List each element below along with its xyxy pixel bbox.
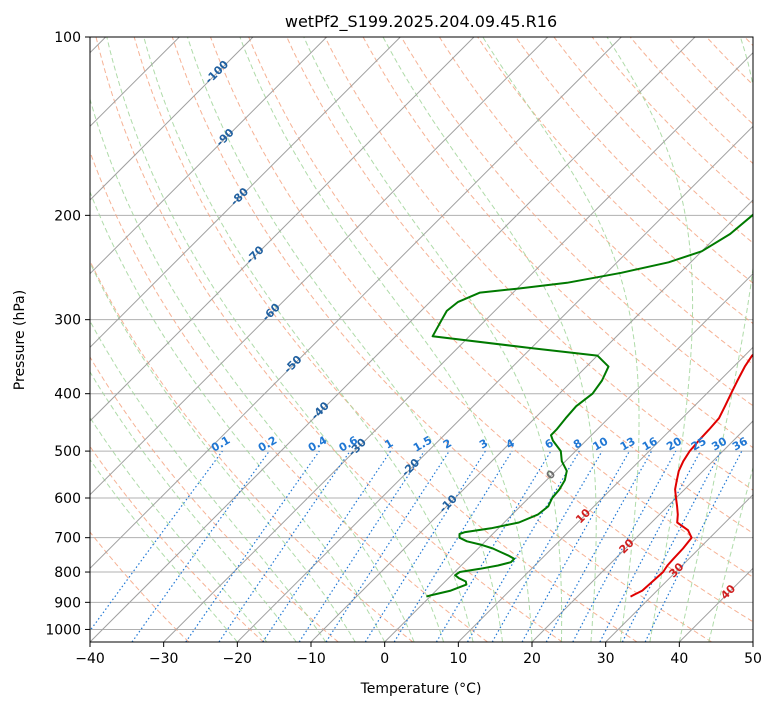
mixing-ratio-line bbox=[393, 450, 513, 642]
moist-adiabat-line bbox=[239, 37, 533, 642]
mixing-ratio-line bbox=[185, 450, 320, 642]
dry-adiabat-line bbox=[248, 37, 753, 578]
isotherm-line bbox=[605, 493, 753, 642]
isotherm-line bbox=[90, 37, 549, 496]
y-tick-label: 100 bbox=[54, 30, 81, 46]
moist-adiabat-line bbox=[606, 37, 694, 642]
y-axis-label: Pressure (hPa) bbox=[12, 290, 28, 390]
x-tick-label: −30 bbox=[149, 651, 179, 667]
dry-adiabat-line bbox=[90, 531, 190, 642]
mixing-ratio-line bbox=[262, 450, 392, 642]
x-tick-label: 0 bbox=[380, 651, 389, 667]
dry-adiabat-line bbox=[324, 37, 753, 491]
x-tick-label: −10 bbox=[296, 651, 326, 667]
chart-title: wetPf2_S199.2025.204.09.45.R16 bbox=[285, 12, 557, 32]
moist-adiabat-line bbox=[482, 37, 640, 642]
mixing-ratio-lines bbox=[90, 450, 743, 642]
x-tick-label: −20 bbox=[223, 651, 253, 667]
moist-adiabat-line bbox=[90, 458, 238, 642]
isotherm-gridlines bbox=[90, 37, 753, 642]
y-tick-label: 600 bbox=[54, 491, 81, 507]
dry-adiabat-line bbox=[171, 37, 712, 642]
mixing-ratio-line bbox=[545, 450, 653, 642]
temperature-profile-line bbox=[630, 353, 753, 598]
y-tick-label: 800 bbox=[54, 565, 81, 581]
isotherm-line bbox=[531, 420, 753, 642]
mixing-ratio-line bbox=[131, 450, 270, 642]
mixing-ratio-line bbox=[521, 450, 631, 642]
dewpoint-profile-line bbox=[426, 213, 753, 598]
x-tick-label: 40 bbox=[670, 651, 688, 667]
isobar-gridlines bbox=[90, 37, 753, 630]
y-tick-label: 300 bbox=[54, 313, 81, 329]
moist-adiabat-line bbox=[303, 37, 563, 642]
mixing-ratio-line bbox=[298, 450, 425, 642]
y-axis-ticks: 100 200 300 400 500 600 700 800 900 1000 bbox=[45, 30, 90, 638]
isotherm-line bbox=[457, 346, 753, 642]
mixing-ratio-line bbox=[325, 450, 450, 642]
isotherm-line bbox=[90, 37, 696, 642]
moist-adiabat-line bbox=[187, 37, 503, 642]
x-tick-label: −40 bbox=[75, 651, 105, 667]
x-tick-label: 30 bbox=[597, 651, 615, 667]
isotherm-line bbox=[236, 125, 753, 642]
y-tick-label: 400 bbox=[54, 387, 81, 403]
dry-adiabat-line bbox=[90, 150, 488, 642]
moist-adiabat-line bbox=[106, 37, 445, 642]
y-tick-label: 200 bbox=[54, 208, 81, 224]
y-tick-label: 1000 bbox=[45, 622, 81, 638]
isotherm-line bbox=[90, 37, 401, 349]
dry-adiabat-line bbox=[400, 37, 753, 407]
isotherm-line bbox=[90, 37, 328, 275]
dry-adiabat-line bbox=[438, 37, 753, 366]
mixing-ratio-line bbox=[90, 450, 223, 632]
mixing-ratio-line bbox=[218, 450, 351, 642]
dry-adiabat-line bbox=[90, 445, 264, 642]
moist-adiabat-line bbox=[708, 465, 753, 642]
y-tick-label: 500 bbox=[54, 444, 81, 460]
isotherm-line bbox=[90, 37, 622, 570]
mixing-ratio-line bbox=[644, 450, 743, 642]
moist-adiabat-line bbox=[90, 261, 356, 642]
mixing-ratio-line bbox=[572, 450, 677, 642]
isotherm-line bbox=[90, 37, 254, 201]
moist-adiabats bbox=[90, 37, 753, 642]
plot-area: 0.1 0.2 0.4 0.6 1 1.5 2 3 4 6 8 10 13 16 20 25 30 36-100-… bbox=[90, 37, 753, 642]
sounding-series bbox=[426, 213, 753, 598]
x-tick-label: 50 bbox=[744, 651, 762, 667]
isotherm-line bbox=[310, 199, 753, 642]
plot-frame bbox=[89, 36, 754, 643]
x-tick-label: 10 bbox=[449, 651, 467, 667]
dry-adiabat-line bbox=[90, 356, 339, 642]
x-axis-label: Temperature (°C) bbox=[360, 681, 482, 697]
moist-adiabat-line bbox=[90, 190, 386, 642]
isotherm-line bbox=[384, 272, 753, 642]
moist-adiabat-line bbox=[90, 320, 327, 642]
moist-adiabat-line bbox=[143, 37, 474, 642]
dry-adiabat-line bbox=[133, 37, 638, 642]
y-tick-label: 700 bbox=[54, 531, 81, 547]
moist-adiabat-line bbox=[382, 37, 597, 642]
x-tick-label: 20 bbox=[523, 651, 541, 667]
dry-adiabat-line bbox=[95, 37, 563, 642]
y-tick-label: 900 bbox=[54, 595, 81, 611]
isotherm-line bbox=[90, 37, 475, 422]
moist-adiabat-line bbox=[678, 37, 753, 642]
x-axis-ticks: −40 −30 −20 −10 0 10 20 30 40 50 bbox=[75, 642, 762, 667]
moist-adiabat-line bbox=[90, 416, 268, 642]
dry-adiabat-line bbox=[515, 37, 753, 284]
